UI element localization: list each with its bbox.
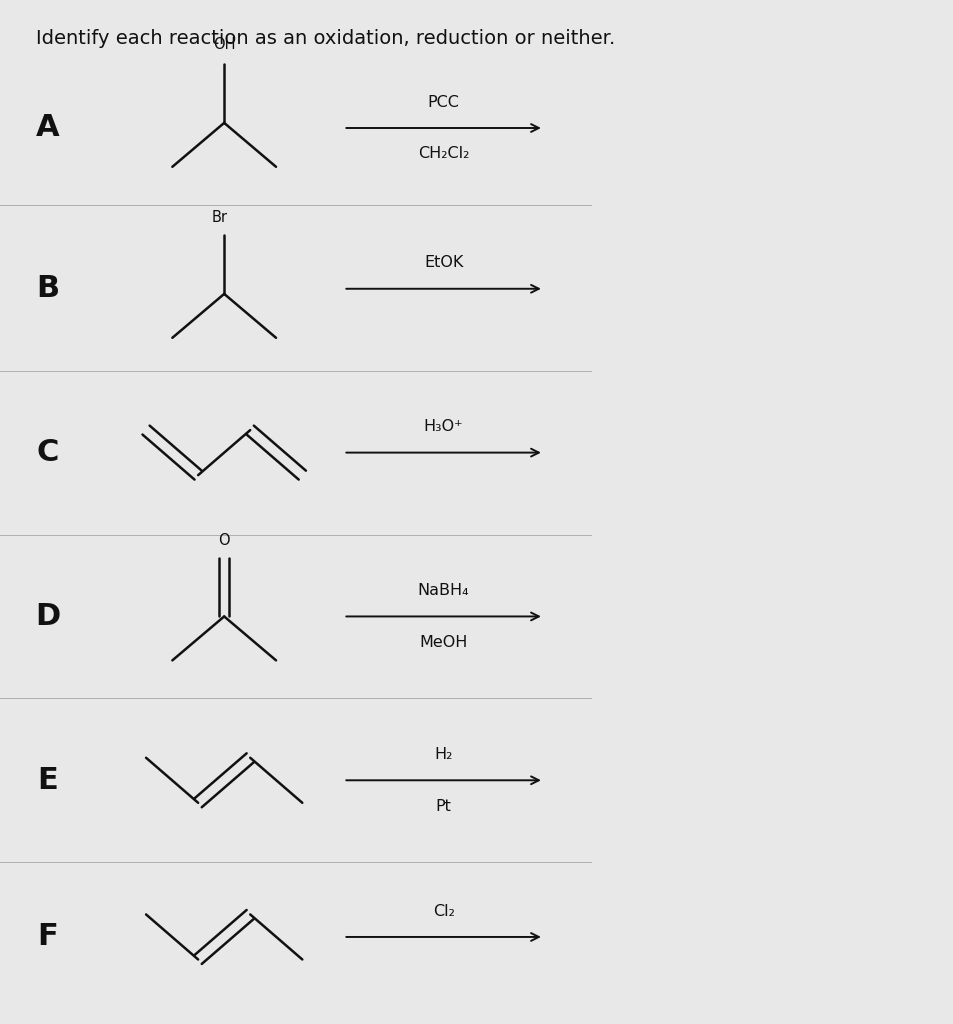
Text: Cl₂: Cl₂ — [433, 903, 454, 919]
Text: CH₂Cl₂: CH₂Cl₂ — [417, 146, 469, 162]
Text: NaBH₄: NaBH₄ — [417, 583, 469, 598]
Text: EtOK: EtOK — [423, 255, 463, 270]
Text: OH: OH — [213, 37, 235, 52]
Text: B: B — [36, 274, 59, 303]
Text: Identify each reaction as an oxidation, reduction or neither.: Identify each reaction as an oxidation, … — [36, 29, 615, 48]
Text: E: E — [37, 766, 58, 795]
Text: F: F — [37, 923, 58, 951]
Text: D: D — [35, 602, 60, 631]
Text: Pt: Pt — [436, 799, 451, 814]
Text: O: O — [218, 532, 230, 548]
Text: H₂: H₂ — [434, 746, 453, 762]
Text: C: C — [36, 438, 59, 467]
Text: PCC: PCC — [427, 94, 459, 110]
Text: Br: Br — [212, 210, 227, 225]
Text: H₃O⁺: H₃O⁺ — [423, 419, 463, 434]
Text: MeOH: MeOH — [419, 635, 467, 650]
Text: A: A — [36, 114, 59, 142]
